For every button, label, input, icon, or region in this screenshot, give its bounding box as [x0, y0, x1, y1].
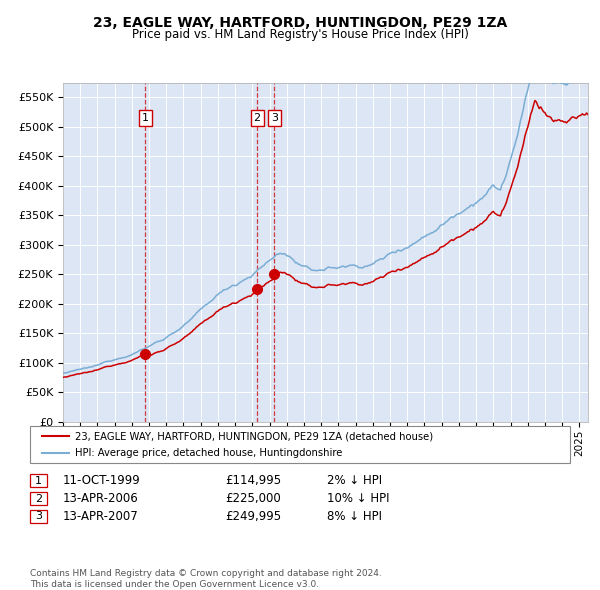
Text: 10% ↓ HPI: 10% ↓ HPI: [327, 492, 389, 505]
Text: Price paid vs. HM Land Registry's House Price Index (HPI): Price paid vs. HM Land Registry's House …: [131, 28, 469, 41]
Text: 8% ↓ HPI: 8% ↓ HPI: [327, 510, 382, 523]
Text: Contains HM Land Registry data © Crown copyright and database right 2024.
This d: Contains HM Land Registry data © Crown c…: [30, 569, 382, 589]
Text: 2: 2: [254, 113, 261, 123]
Text: £114,995: £114,995: [225, 474, 281, 487]
Text: 13-APR-2007: 13-APR-2007: [63, 510, 139, 523]
Text: 3: 3: [35, 512, 42, 521]
Text: 2: 2: [35, 494, 42, 503]
Text: 2% ↓ HPI: 2% ↓ HPI: [327, 474, 382, 487]
Text: £225,000: £225,000: [225, 492, 281, 505]
Text: 1: 1: [35, 476, 42, 486]
Text: 23, EAGLE WAY, HARTFORD, HUNTINGDON, PE29 1ZA: 23, EAGLE WAY, HARTFORD, HUNTINGDON, PE2…: [93, 16, 507, 30]
Text: 3: 3: [271, 113, 278, 123]
Text: 13-APR-2006: 13-APR-2006: [63, 492, 139, 505]
Text: 23, EAGLE WAY, HARTFORD, HUNTINGDON, PE29 1ZA (detached house): 23, EAGLE WAY, HARTFORD, HUNTINGDON, PE2…: [75, 431, 433, 441]
Text: HPI: Average price, detached house, Huntingdonshire: HPI: Average price, detached house, Hunt…: [75, 448, 343, 458]
Text: 1: 1: [142, 113, 149, 123]
Text: 11-OCT-1999: 11-OCT-1999: [63, 474, 141, 487]
Text: £249,995: £249,995: [225, 510, 281, 523]
